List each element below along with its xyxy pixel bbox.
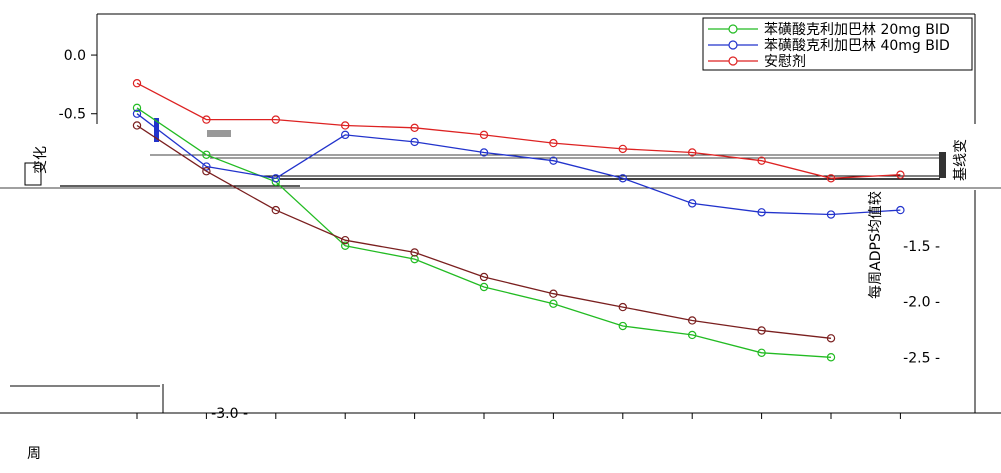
- series-point: [202, 167, 211, 176]
- lower-y-tick-label: -3.0 -: [211, 406, 248, 422]
- lower-y-tick-label: -2.0 -: [903, 295, 940, 311]
- glitch-block: [24, 162, 42, 186]
- series-point: [688, 316, 697, 325]
- series-point: [549, 138, 558, 148]
- series-point: [618, 144, 628, 154]
- series-point: [410, 137, 419, 147]
- series-point: [202, 115, 211, 124]
- series-point: [202, 162, 211, 171]
- right-fragment-label: 基线变: [952, 139, 969, 181]
- series-point: [341, 235, 350, 245]
- series-point: [132, 103, 142, 113]
- series-point: [271, 174, 280, 183]
- series-point: [410, 123, 419, 133]
- overlap-band: [0, 118, 1001, 194]
- series-point: [341, 130, 350, 140]
- series-line: [136, 82, 901, 179]
- series-point: [479, 130, 489, 140]
- series-point: [688, 330, 697, 340]
- series-point: [410, 248, 419, 257]
- series-point: [826, 334, 836, 343]
- lower-panel: -1.5 - -2.0 - -2.5 - -3.0 -: [0, 190, 1001, 422]
- series-point: [132, 109, 142, 118]
- glitch-block: [207, 130, 231, 137]
- series-point: [549, 156, 558, 165]
- glitch-block: [154, 118, 159, 142]
- lower-y-tick-label: -2.5 -: [903, 350, 940, 366]
- series-line: [136, 107, 832, 358]
- series-point: [341, 121, 350, 130]
- series-point: [618, 302, 628, 312]
- series-line: [136, 113, 901, 216]
- series-point: [896, 205, 905, 215]
- series-point: [479, 272, 489, 282]
- series-point: [826, 210, 836, 219]
- series-point: [757, 208, 766, 217]
- legend-marker: [728, 40, 738, 50]
- lower-y-tick-label: -1.5 -: [903, 239, 940, 255]
- legend-marker: [728, 24, 738, 34]
- legend-label: 安慰剂: [764, 53, 806, 70]
- series-point: [826, 174, 836, 183]
- series-point: [826, 353, 836, 362]
- series-point: [479, 282, 489, 292]
- series-point: [896, 170, 905, 179]
- legend-label: 苯磺酸克利加巴林 40mg BID: [764, 37, 950, 54]
- upper-y-tick-label: -0.5: [59, 107, 86, 123]
- y-axis-label-left: 变化: [33, 146, 49, 174]
- series-point: [271, 115, 280, 124]
- series-layer: [132, 79, 905, 362]
- series-point: [479, 148, 489, 157]
- series-point: [757, 156, 766, 165]
- series-point: [549, 289, 558, 298]
- series-point: [618, 174, 628, 183]
- x-axis-label: 周: [27, 446, 41, 462]
- series-line: [136, 124, 832, 339]
- series-point: [132, 121, 142, 130]
- series-point: [549, 299, 558, 308]
- series-point: [271, 205, 280, 215]
- legend-marker: [728, 56, 738, 66]
- series-point: [757, 348, 766, 357]
- series-point: [132, 79, 142, 88]
- glitch-block: [939, 152, 946, 178]
- series-point: [688, 199, 697, 208]
- series-point: [757, 326, 766, 335]
- series-point: [688, 148, 697, 157]
- series-point: [341, 241, 350, 250]
- legend-label: 苯磺酸克利加巴林 20mg BID: [764, 21, 950, 38]
- upper-y-tick-label: 0.0: [64, 48, 86, 64]
- series-point: [202, 150, 211, 159]
- y-axis-label-right: 每周ADPS均值较: [868, 191, 884, 299]
- series-point: [618, 321, 628, 331]
